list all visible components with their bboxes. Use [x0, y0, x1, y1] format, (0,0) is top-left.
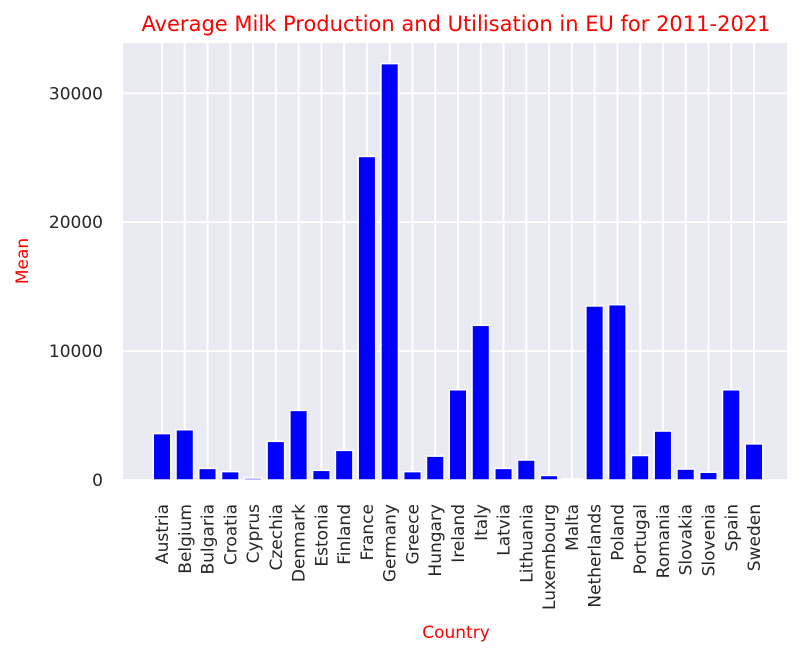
bar-france [357, 155, 377, 481]
bar-denmark [289, 409, 309, 481]
x-tick-label: Luxembourg [540, 504, 560, 610]
y-tick-label: 20000 [49, 213, 103, 233]
bar-hungary [425, 455, 445, 481]
x-tick-label: Lithuania [517, 504, 537, 583]
bar-portugal [630, 454, 650, 481]
bar-estonia [311, 469, 331, 481]
x-tick-label: Romania [654, 504, 674, 578]
bar-czechia [266, 440, 286, 481]
y-tick-label: 10000 [49, 342, 103, 362]
x-tick-label: Finland [335, 504, 355, 565]
x-tick-label: Austria [153, 504, 173, 564]
y-axis-label: Mean [13, 238, 33, 284]
bar-latvia [494, 467, 514, 481]
y-tick-labels: 0 10000 20000 30000 [49, 84, 103, 491]
x-tick-label: Slovakia [677, 504, 697, 575]
x-tick-label: Netherlands [586, 504, 606, 608]
x-tick-label: Estonia [312, 504, 332, 567]
bar-greece [402, 470, 422, 481]
x-tick-label: Ireland [449, 504, 469, 563]
x-tick-label: Portugal [631, 504, 651, 574]
x-axis-label: Country [422, 623, 490, 643]
bar-netherlands [585, 305, 605, 481]
x-tick-label: Belgium [176, 504, 196, 574]
y-tick-label: 30000 [49, 84, 103, 104]
y-tick-label: 0 [92, 471, 103, 491]
bar-germany [380, 62, 400, 481]
bar-slovenia [698, 471, 718, 481]
x-tick-label: Poland [608, 504, 628, 561]
x-tick-label: Czechia [267, 504, 287, 571]
bar-croatia [220, 470, 240, 481]
x-tick-label: Spain [722, 504, 742, 552]
chart-title: Average Milk Production and Utilisation … [141, 12, 770, 36]
bar-cyprus [243, 477, 263, 481]
bar-ireland [448, 389, 468, 481]
bar-belgium [175, 428, 195, 481]
bar-italy [471, 324, 491, 481]
x-tick-label: Bulgaria [199, 504, 219, 575]
x-tick-label: Slovenia [699, 504, 719, 576]
x-tick-label: France [358, 504, 378, 561]
x-tick-label: Malta [563, 504, 583, 551]
x-tick-label: Hungary [426, 504, 446, 577]
bar-lithuania [516, 459, 536, 481]
bar-slovakia [676, 468, 696, 481]
x-tick-label: Sweden [745, 504, 765, 571]
bar-austria [152, 432, 172, 481]
bar-spain [721, 389, 741, 481]
bar-poland [607, 303, 627, 481]
x-tick-label: Croatia [221, 504, 241, 565]
bar-finland [334, 449, 354, 481]
bar-romania [653, 430, 673, 481]
x-tick-label: Denmark [290, 504, 310, 582]
x-tick-label: Italy [472, 504, 492, 541]
bar-bulgaria [198, 467, 218, 481]
bars [152, 62, 764, 481]
x-tick-label: Greece [403, 504, 423, 565]
bar-malta [562, 477, 582, 481]
bar-sweden [744, 443, 764, 481]
x-tick-label: Latvia [495, 504, 515, 556]
x-tick-label: Germany [381, 504, 401, 582]
x-tick-labels: Austria Belgium Bulgaria Croatia Cyprus Czech… [153, 504, 765, 610]
bar-luxembourg [539, 474, 559, 481]
x-tick-label: Cyprus [244, 504, 264, 563]
